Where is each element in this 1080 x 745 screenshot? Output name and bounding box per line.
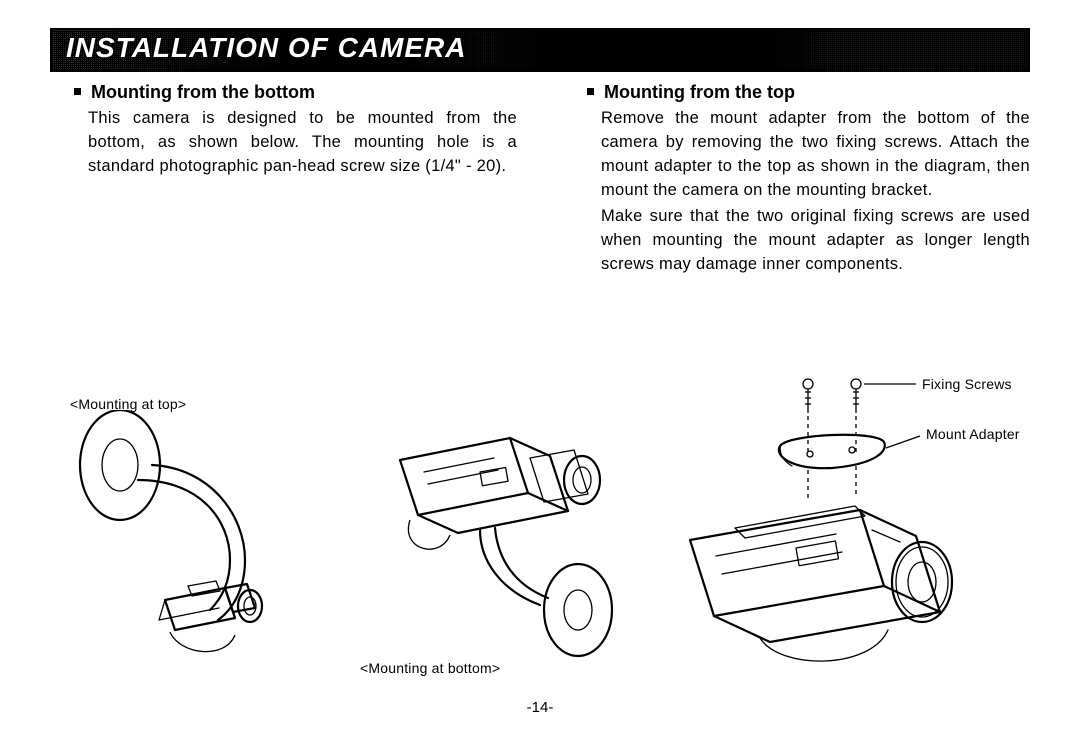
manual-page: INSTALLATION OF CAMERA Mounting from the… [50, 28, 1030, 718]
right-heading: Mounting from the top [563, 82, 1030, 103]
right-body-1: Remove the mount adapter from the bottom… [601, 107, 1030, 203]
illustration-area: <Mounting at top> [50, 370, 1030, 710]
bullet-icon [74, 88, 81, 95]
left-heading-text: Mounting from the bottom [91, 82, 315, 102]
banner-title: INSTALLATION OF CAMERA [66, 32, 466, 64]
left-column: Mounting from the bottom This camera is … [50, 82, 517, 276]
right-heading-text: Mounting from the top [604, 82, 795, 102]
caption-bottom: <Mounting at bottom> [360, 660, 500, 676]
figure-top-mount [60, 410, 330, 680]
left-heading: Mounting from the bottom [50, 82, 517, 103]
content-columns: Mounting from the bottom This camera is … [50, 82, 1030, 276]
label-mount-adapter: Mount Adapter [926, 426, 1020, 442]
figure-bottom-mount [330, 400, 630, 680]
section-banner: INSTALLATION OF CAMERA [50, 28, 1030, 72]
bullet-icon [587, 88, 594, 95]
left-body: This camera is designed to be mounted fr… [88, 107, 517, 179]
figure-adapter [620, 370, 1020, 700]
right-column: Mounting from the top Remove the mount a… [563, 82, 1030, 276]
label-fixing-screws: Fixing Screws [922, 376, 1012, 392]
page-number: -14- [50, 699, 1030, 716]
right-body-2: Make sure that the two original fixing s… [601, 205, 1030, 277]
